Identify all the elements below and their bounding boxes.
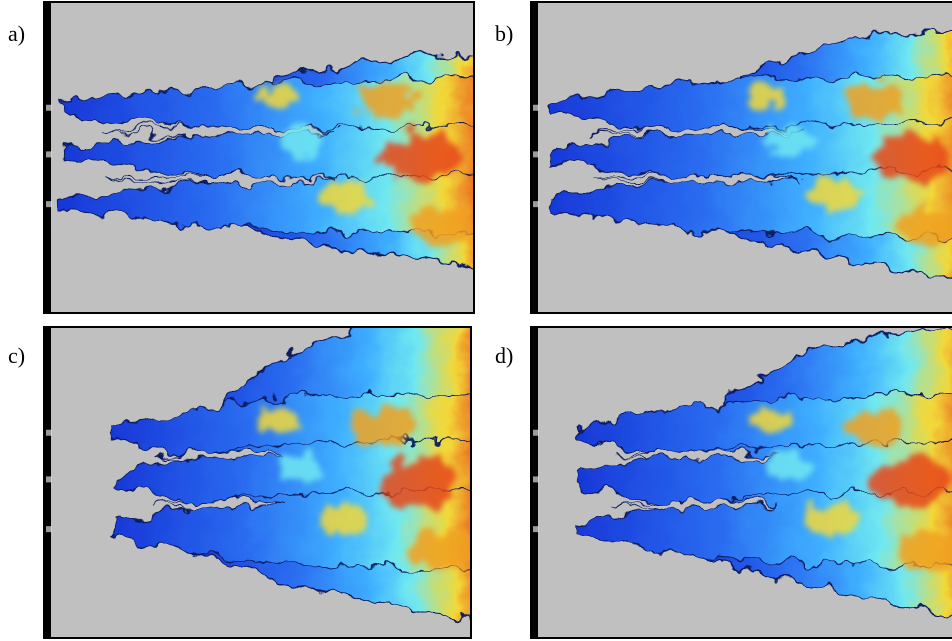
hot-spot	[766, 452, 812, 481]
panel-label: c)	[8, 343, 25, 368]
frame	[43, 1, 475, 314]
nozzle-mark	[46, 476, 52, 483]
hot-spot	[384, 133, 461, 182]
nozzle-mark	[46, 151, 52, 158]
gap	[615, 499, 782, 509]
hot-spots	[259, 408, 471, 571]
left-bar	[531, 327, 538, 638]
gap	[153, 500, 285, 509]
gap	[590, 174, 802, 184]
jet	[63, 124, 474, 185]
panel-label: a)	[8, 21, 25, 46]
hot-spot	[846, 408, 904, 445]
nozzle-mark	[533, 476, 539, 483]
hot-spot	[356, 408, 415, 445]
nozzle-mark	[46, 201, 52, 208]
nozzle-mark	[46, 104, 52, 111]
nozzle-mark	[533, 429, 539, 436]
hot-spot	[381, 458, 459, 507]
nozzle-mark	[533, 151, 539, 158]
panel-label: b)	[495, 21, 513, 46]
hot-spots	[748, 408, 952, 571]
frame	[530, 326, 952, 639]
gap	[103, 126, 335, 136]
hot-spot	[871, 133, 948, 182]
hot-spot	[279, 127, 325, 156]
hot-spot	[319, 178, 371, 211]
hot-spot	[806, 178, 858, 211]
hot-spot	[317, 503, 369, 536]
nozzle-mark	[533, 104, 539, 111]
left-bar	[531, 2, 538, 313]
hot-spot	[277, 452, 323, 481]
jet	[63, 173, 474, 235]
hot-spot	[898, 530, 952, 571]
nozzle-mark	[46, 429, 52, 436]
hot-spot	[409, 530, 471, 571]
hot-spot	[748, 83, 787, 108]
nozzle-mark	[533, 201, 539, 208]
nozzle-mark	[46, 526, 52, 533]
flame-image	[44, 327, 471, 638]
flame	[575, 327, 952, 614]
hot-spot	[846, 83, 904, 120]
hot-spot	[766, 127, 812, 156]
hot-spot	[898, 205, 952, 246]
flame-image	[531, 327, 952, 638]
hot-spots	[748, 83, 952, 246]
hot-spot	[871, 458, 948, 507]
hot-spot	[261, 83, 300, 108]
hot-spots	[261, 83, 474, 246]
nozzle-mark	[533, 526, 539, 533]
hot-spot	[259, 408, 299, 433]
frame	[43, 326, 472, 639]
hot-spot	[806, 503, 858, 536]
flame-image	[44, 2, 474, 313]
flame-image	[531, 2, 952, 313]
gap	[153, 451, 285, 461]
panel-label: d)	[495, 343, 513, 368]
hot-spot	[411, 205, 474, 246]
gap	[103, 174, 335, 184]
hot-spot	[748, 408, 787, 433]
hot-spot	[359, 83, 417, 120]
left-bar	[44, 2, 51, 313]
flame	[63, 54, 474, 269]
left-bar	[44, 327, 51, 638]
frame	[530, 1, 952, 314]
